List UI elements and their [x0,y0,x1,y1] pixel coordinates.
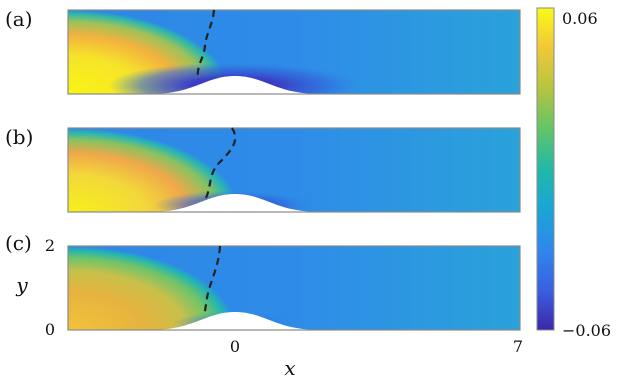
panel-b-frame [67,127,521,213]
panel-b: (b) [5,125,521,213]
panel-a-frame [67,9,521,95]
panel-c-contour [202,245,222,317]
panel-b-label: (b) [5,125,33,149]
panel-a: (a) [5,7,521,95]
panel-c-frame [67,245,521,331]
colorbar: 0.06 −0.06 [536,7,611,340]
y-axis-label: y [15,273,28,297]
panel-a-label: (a) [5,7,33,31]
panel-c-label: (c) [5,231,32,255]
x-tick-zero: 0 [230,337,240,356]
x-tick-seven: 7 [513,337,523,356]
y-tick-top: 2 [45,236,55,255]
panel-b-contour [204,127,237,199]
panel-b-bump [150,194,320,212]
y-tick-bottom: 0 [45,320,55,339]
colorbar-min-label: −0.06 [562,321,611,340]
panel-c-bump [150,312,320,330]
panel-a-contour [196,9,216,81]
colorbar-max-label: 0.06 [562,9,598,28]
colorbar-gradient [536,7,555,331]
panel-a-bump [150,76,320,94]
panel-c: (c) [5,231,521,331]
x-axis-label: x [284,356,295,380]
